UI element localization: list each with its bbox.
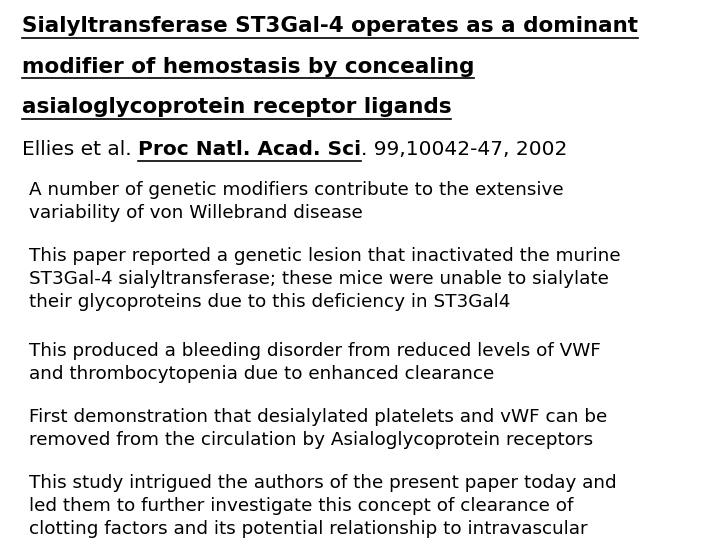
Text: This produced a bleeding disorder from reduced levels of VWF
and thrombocytopeni: This produced a bleeding disorder from r… [29,342,600,383]
Text: First demonstration that desialylated platelets and vWF can be
removed from the : First demonstration that desialylated pl… [29,408,607,449]
Text: This paper reported a genetic lesion that inactivated the murine
ST3Gal-4 sialyl: This paper reported a genetic lesion tha… [29,247,621,310]
Text: This study intrigued the authors of the present paper today and
led them to furt: This study intrigued the authors of the … [29,474,616,540]
Text: Proc Natl. Acad. Sci: Proc Natl. Acad. Sci [138,140,361,159]
Text: modifier of hemostasis by concealing: modifier of hemostasis by concealing [22,57,474,77]
Text: . 99,10042-47, 2002: . 99,10042-47, 2002 [361,140,567,159]
Text: A number of genetic modifiers contribute to the extensive
variability of von Wil: A number of genetic modifiers contribute… [29,181,564,222]
Text: Ellies et al.: Ellies et al. [22,140,138,159]
Text: asialoglycoprotein receptor ligands: asialoglycoprotein receptor ligands [22,97,451,117]
Text: Sialyltransferase ST3Gal-4 operates as a dominant: Sialyltransferase ST3Gal-4 operates as a… [22,16,638,36]
